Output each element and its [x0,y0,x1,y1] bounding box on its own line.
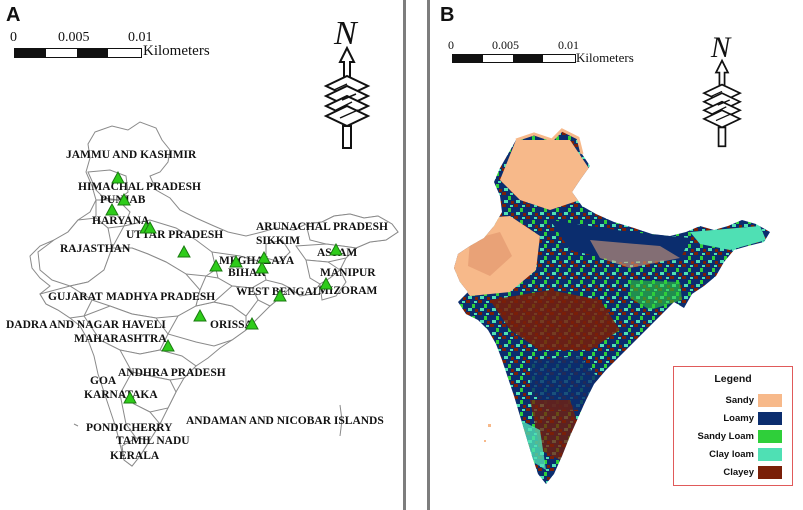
state-label: ORISSA [210,319,254,331]
site-marker-icon [257,250,271,264]
state-label: PONDICHERRY [86,422,173,434]
legend-label: Loamy [723,413,754,424]
legend-label: Sandy [725,395,754,406]
state-label: ARUNACHAL PRADESH [256,221,388,233]
scale-tick-0: 0 [448,38,454,52]
legend-title: Legend [714,373,752,385]
north-arrow-icon: N [323,15,371,149]
site-marker-icon [255,260,269,274]
scale-unit: Kilometers [143,43,210,59]
panel-divider-left [403,0,406,510]
soil-legend: Legend Sandy Loamy Sandy Loam Clay loam … [673,366,793,486]
state-label: DADRA AND NAGAR HAVELI [6,319,166,331]
state-label: SIKKIM [256,235,300,247]
site-marker-icon [123,390,137,404]
site-marker-icon [229,254,243,268]
site-marker-icon [329,242,343,256]
legend-item-sandy: Sandy [680,393,788,409]
scale-tick-0: 0 [10,30,17,45]
state-label: MIZORAM [318,285,378,297]
state-label: MEGHALAYA [219,255,295,267]
panel-b-letter: B [440,4,455,26]
scale-tick-1: 0.005 [58,30,90,45]
state-label: KERALA [110,450,160,462]
state-label: MANIPUR [320,267,376,279]
india-states-map: JAMMU AND KASHMIR HIMACHAL PRADESH PUNJA… [6,121,399,467]
panel-a-state-map: A 0 0.005 0.01 Kilometers N [6,4,399,467]
legend-item-loamy: Loamy [680,411,788,427]
scale-tick-1: 0.005 [492,38,519,52]
state-label: BIHAR [228,267,266,279]
panel-divider-right [427,0,430,510]
legend-swatch [758,394,782,407]
site-marker-icon [111,170,125,184]
panel-b-soil-map: B 0 0.005 0.01 Kilometers N [430,0,803,510]
north-label: N [710,32,732,64]
legend-label: Clay loam [709,449,754,460]
site-marker-icon [245,316,259,330]
state-label: TAMIL NADU [116,435,190,447]
north-arrow-icon: N [702,32,742,148]
site-marker-icon [105,202,119,216]
legend-swatch [758,466,782,479]
state-label: HIMACHAL PRADESH [78,181,201,193]
site-marker-icon [177,244,191,258]
state-label: JAMMU AND KASHMIR [66,149,197,161]
state-label: GUJARAT [48,291,103,303]
legend-swatch [758,430,782,443]
state-label: MAHARASHTRA [74,333,167,345]
legend-swatch [758,412,782,425]
soil-texture-map [454,128,770,484]
state-label: MADHYA PRADESH [106,291,215,303]
site-marker-icon [117,192,131,206]
legend-item-clay-loam: Clay loam [680,447,788,463]
state-label: UTTAR PRADESH [126,229,223,241]
panel-a-scale-bar: 0 0.005 0.01 Kilometers [10,30,230,64]
site-marker-icon [193,308,207,322]
scale-bar-segments [14,48,142,58]
legend-item-sandy-loam: Sandy Loam [680,429,788,445]
site-marker-icon [143,220,157,234]
scale-bar-segments [452,54,576,63]
legend-label: Sandy Loam [697,431,755,442]
state-label: RAJASTHAN [60,243,131,255]
legend-swatch [758,448,782,461]
scale-unit: Kilometers [576,50,634,65]
state-label: KARNATAKA [84,389,158,401]
state-label: HARYANA [92,215,150,227]
state-label: GOA [90,375,117,387]
sampling-sites [105,170,343,404]
panel-a-letter: A [6,4,21,26]
state-label: ANDAMAN AND NICOBAR ISLANDS [186,415,384,427]
panel-b-scale-bar: 0 0.005 0.01 Kilometers [448,38,668,72]
site-marker-icon [161,338,175,352]
legend-label: Clayey [723,467,754,478]
north-label: N [333,15,359,52]
site-marker-icon [209,258,223,272]
scale-tick-2: 0.01 [558,38,579,52]
legend-item-clayey: Clayey [680,465,788,481]
site-marker-icon [273,288,287,302]
scale-tick-2: 0.01 [128,30,153,45]
state-label: ANDHRA PRADESH [118,367,226,379]
site-marker-icon [319,276,333,290]
